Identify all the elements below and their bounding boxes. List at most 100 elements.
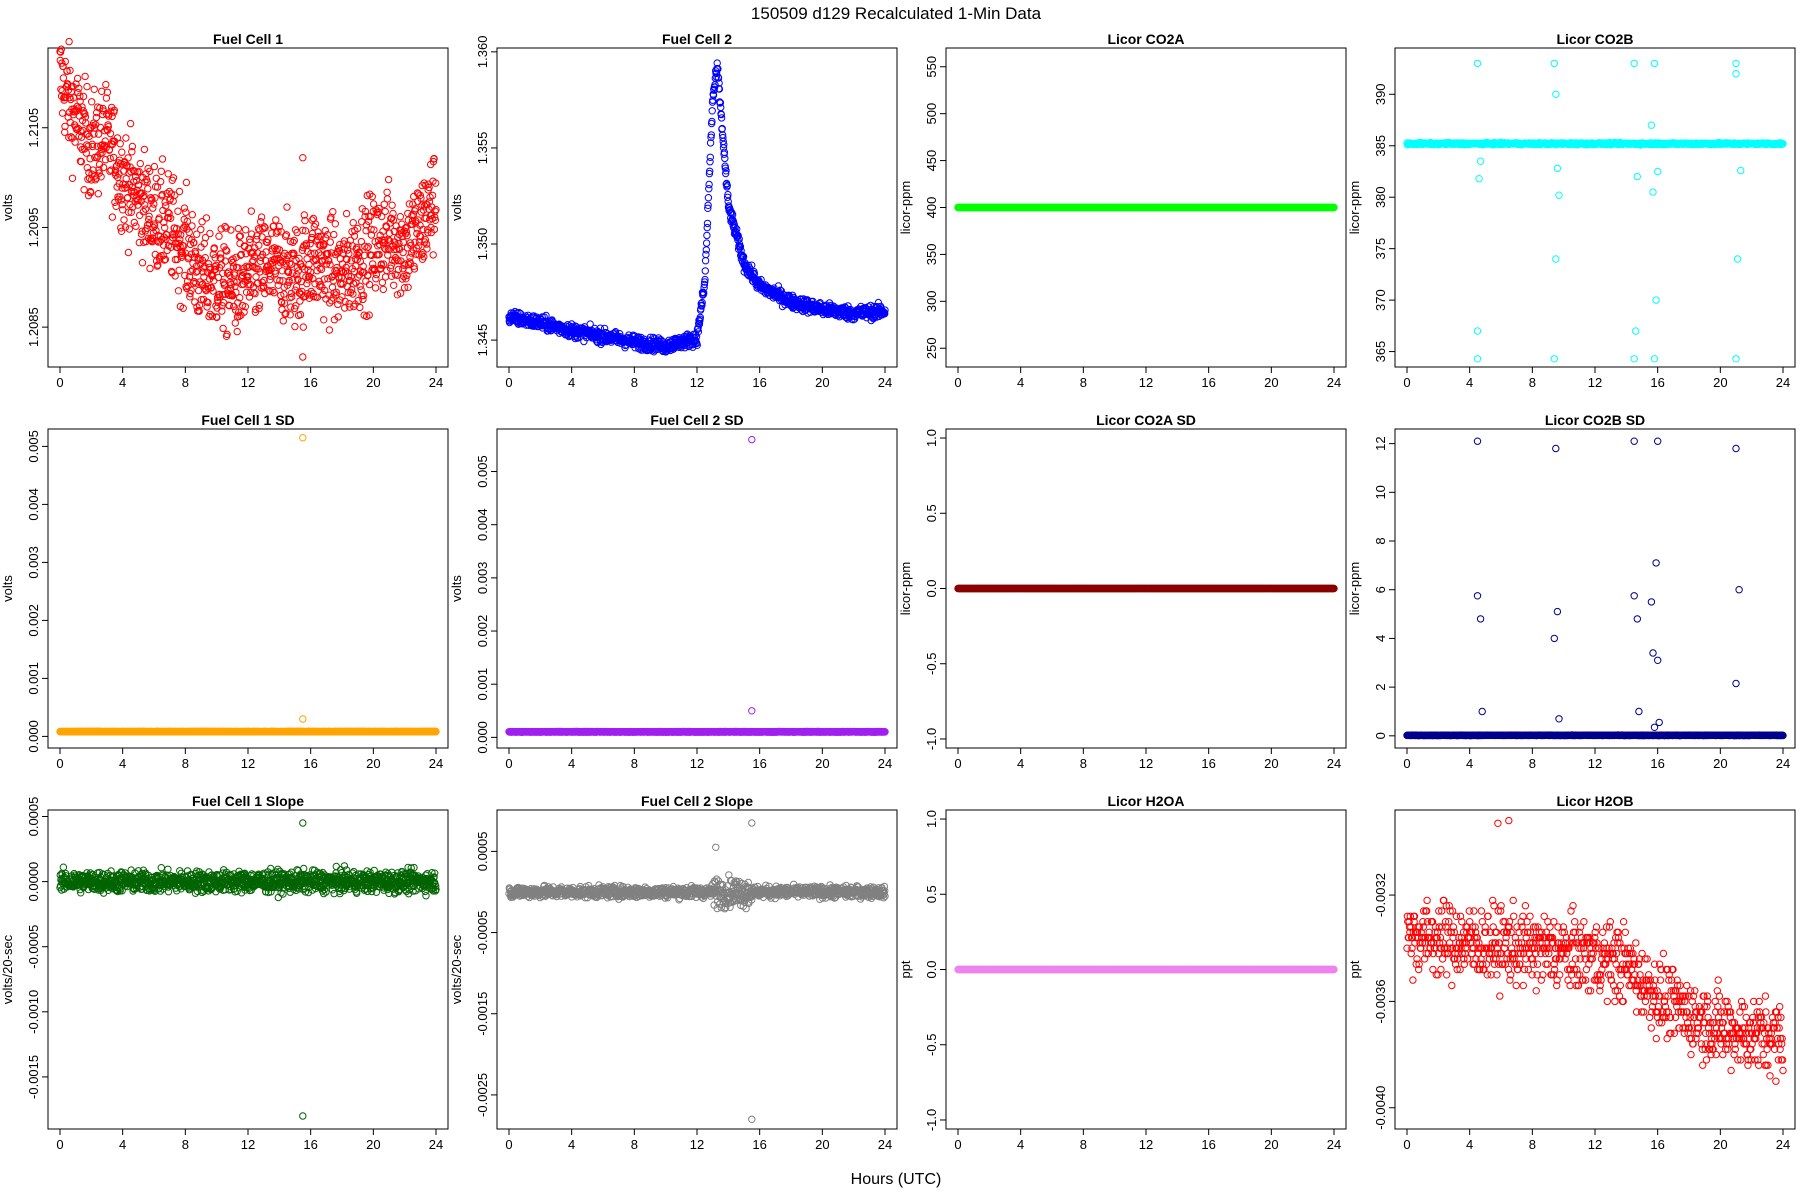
data-point [188,211,197,219]
data-point [135,168,143,176]
x-tick-label: 24 [1776,375,1790,390]
data-point [185,273,194,281]
data-point [321,286,329,295]
data-point [116,140,124,148]
y-tick-label: 550 [924,56,939,78]
data-point [332,288,340,296]
data-point [381,207,389,216]
data-point [304,276,313,284]
y-axis-label: volts [449,194,464,221]
data-point [731,223,739,232]
y-tick-label: 390 [1373,83,1388,105]
x-tick-label: 4 [1466,375,1473,390]
data-point [277,228,285,236]
outlier-point [1552,90,1560,99]
data-point [66,66,74,75]
data-point [357,237,366,246]
x-tick-label: 20 [815,375,829,390]
x-tick-label: 0 [56,756,63,771]
data-point [141,205,150,213]
data-point [193,267,202,275]
outlier-point [1732,355,1740,363]
y-tick-label: 500 [924,103,939,125]
data-point [102,80,110,89]
data-point [380,200,388,209]
data-point [249,248,257,256]
data-point [720,140,728,149]
data-point [714,74,723,82]
outlier-point [1737,166,1745,175]
data-point [279,317,287,325]
x-tick-label: 8 [182,375,189,390]
data-point [646,333,655,341]
data-point [700,280,709,289]
data-point [325,257,333,265]
data-point [198,218,206,226]
data-point [80,109,88,117]
data-point [596,324,604,332]
data-point [735,235,743,243]
x-axis-title: Hours (UTC) [851,1171,942,1188]
data-point [94,130,103,138]
data-point [428,191,437,200]
data-point [120,216,128,224]
data-point [425,183,433,192]
data-point [710,86,718,94]
data-point [169,174,178,182]
data-point [414,190,423,198]
data-point [145,215,153,224]
data-point [217,225,225,233]
data-point [401,224,409,232]
data-point [152,174,161,183]
data-point [361,207,370,216]
data-point [135,181,143,189]
data-point [301,292,309,300]
data-point [705,180,713,189]
data-point [258,278,266,286]
data-point [116,193,124,201]
data-point [163,189,171,198]
data-point [219,269,227,277]
data-point [208,312,217,320]
data-point [704,194,713,202]
panel-title: Fuel Cell 2 [662,31,732,47]
data-point [694,328,703,336]
x-tick-label: 8 [1529,375,1536,390]
data-point [432,179,440,187]
data-point [400,284,409,292]
data-point [383,195,392,203]
data-point [361,212,369,221]
outlier-point [1650,59,1659,68]
data-point [235,232,244,241]
data-point [185,228,193,237]
data-point [281,310,289,318]
data-point [107,166,115,174]
data-point [124,154,132,162]
data-point [256,268,264,276]
data-point [364,243,372,251]
data-point [377,260,386,268]
data-point [203,303,211,311]
data-point [294,267,302,275]
data-point [387,261,395,269]
data-point [247,207,256,215]
data-point [399,238,408,246]
data-point [331,220,339,228]
y-tick-label: 350 [924,244,939,266]
data-point [713,59,721,67]
outlier-point [1475,175,1483,183]
data-point [88,98,96,106]
data-point [342,209,351,218]
data-point [383,188,391,197]
data-point [303,279,311,288]
outlier-point [1550,59,1559,68]
data-point [285,259,294,267]
data-point [364,271,372,279]
data-point [368,192,376,201]
y-tick-label: 450 [924,150,939,172]
data-point [700,284,708,292]
data-point [711,74,719,82]
data-point [367,225,375,234]
outlier-point [299,353,307,361]
data-point [289,276,297,284]
